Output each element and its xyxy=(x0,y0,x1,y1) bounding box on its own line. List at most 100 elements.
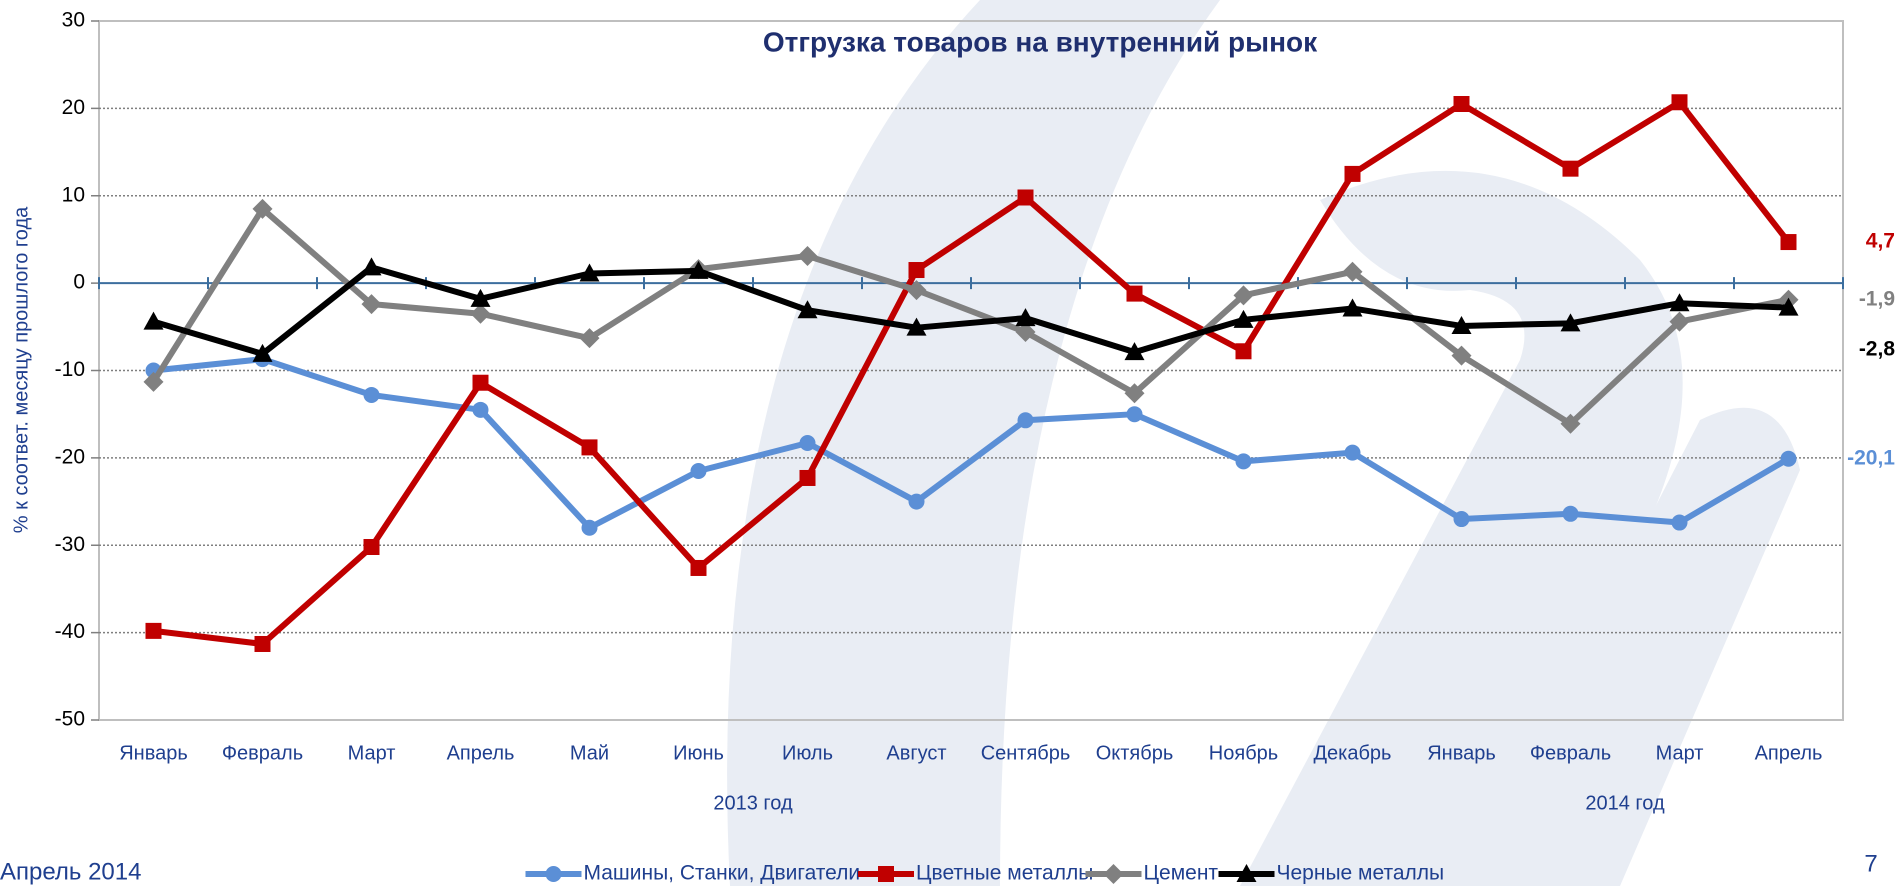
y-tick-label: 10 xyxy=(62,183,85,206)
marker xyxy=(581,519,598,536)
series-line xyxy=(153,99,1791,647)
marker xyxy=(797,246,818,267)
marker xyxy=(363,538,380,555)
marker xyxy=(906,317,927,336)
marker xyxy=(1015,322,1036,343)
marker xyxy=(1017,189,1034,206)
marker xyxy=(690,559,707,576)
x-tick-label: Апрель xyxy=(1755,742,1823,764)
legend-label: Цемент xyxy=(1144,862,1219,885)
marker xyxy=(1780,450,1797,467)
marker xyxy=(470,303,491,324)
marker xyxy=(1233,285,1254,306)
legend-label: Черные металлы xyxy=(1277,862,1445,885)
value-label: -20,1 xyxy=(1847,446,1895,469)
background-decoration xyxy=(727,0,1800,886)
marker xyxy=(581,439,598,456)
marker xyxy=(797,300,818,319)
marker xyxy=(688,260,709,279)
marker xyxy=(1236,864,1257,882)
marker xyxy=(1344,444,1361,461)
year-label: 2014 год xyxy=(1585,792,1665,814)
year-label: 2013 год xyxy=(713,792,793,814)
marker xyxy=(1342,298,1363,317)
marker xyxy=(1562,160,1579,177)
marker xyxy=(579,263,600,282)
marker xyxy=(1451,315,1472,334)
x-tick-label: Июль xyxy=(782,742,833,764)
marker xyxy=(1342,261,1363,282)
marker xyxy=(1780,234,1797,251)
marker xyxy=(545,866,562,882)
marker xyxy=(470,288,491,307)
marker xyxy=(1124,383,1145,404)
x-tick-label: Сентябрь xyxy=(981,742,1071,764)
x-tick-label: Май xyxy=(570,742,609,764)
marker xyxy=(252,343,273,362)
marker xyxy=(799,469,816,486)
marker xyxy=(908,262,925,279)
marker xyxy=(1562,505,1579,522)
x-tick-label: Март xyxy=(348,742,396,764)
y-axis-label: % к соответ. месяцу прошлого года xyxy=(10,206,32,533)
marker xyxy=(472,401,489,418)
x-tick-label: Апрель xyxy=(447,742,515,764)
marker xyxy=(252,198,273,219)
y-tick-label: -10 xyxy=(55,358,85,381)
marker xyxy=(1103,864,1124,884)
x-tick-label: Январь xyxy=(1427,742,1496,764)
x-tick-label: Март xyxy=(1656,742,1704,764)
x-tick-label: Декабрь xyxy=(1314,742,1392,764)
marker xyxy=(1451,345,1472,366)
value-label: 4,7 xyxy=(1866,230,1895,253)
marker xyxy=(878,866,894,882)
marker xyxy=(1126,406,1143,423)
marker xyxy=(1671,94,1688,111)
x-tick-label: Июнь xyxy=(673,742,724,764)
marker xyxy=(908,493,925,510)
marker xyxy=(361,257,382,276)
marker xyxy=(1124,342,1145,361)
page-number: 7 xyxy=(1864,850,1877,877)
x-tick-label: Ноябрь xyxy=(1209,742,1278,764)
marker xyxy=(1669,293,1690,312)
value-label: -1,9 xyxy=(1859,287,1895,310)
marker xyxy=(1126,285,1143,302)
marker xyxy=(472,374,489,391)
marker xyxy=(906,280,927,301)
marker xyxy=(1017,412,1034,429)
x-tick-label: Январь xyxy=(119,742,188,764)
marker xyxy=(1453,96,1470,113)
y-tick-label: -50 xyxy=(55,708,85,731)
marker xyxy=(1235,343,1252,360)
marker xyxy=(1233,309,1254,328)
marker xyxy=(143,311,164,330)
x-tick-label: Февраль xyxy=(222,742,303,764)
marker xyxy=(1344,165,1361,182)
x-tick-label: Февраль xyxy=(1530,742,1611,764)
legend-label: Машины, Станки, Двигатели xyxy=(584,862,861,885)
y-tick-label: -30 xyxy=(55,533,85,556)
marker xyxy=(1235,453,1252,470)
marker xyxy=(361,294,382,315)
legend-label: Цветные металлы xyxy=(916,862,1093,885)
marker xyxy=(799,435,816,452)
marker xyxy=(254,635,271,652)
marker xyxy=(145,622,162,639)
y-tick-label: -20 xyxy=(55,445,85,468)
series-line xyxy=(153,356,1791,531)
y-tick-label: 30 xyxy=(62,9,85,32)
x-tick-label: Октябрь xyxy=(1096,742,1174,764)
marker xyxy=(690,462,707,479)
marker xyxy=(1671,514,1688,531)
chart-title: Отгрузка товаров на внутренний рынок xyxy=(763,26,1318,57)
marker xyxy=(1560,413,1581,434)
value-label: -2,8 xyxy=(1859,337,1896,360)
marker xyxy=(143,371,164,392)
marker xyxy=(579,328,600,349)
marker xyxy=(363,386,380,403)
footer-date: Апрель 2014 xyxy=(0,858,141,885)
legend: Машины, Станки, Двигатели Цветные металлы… xyxy=(525,862,1445,885)
marker xyxy=(1669,311,1690,332)
